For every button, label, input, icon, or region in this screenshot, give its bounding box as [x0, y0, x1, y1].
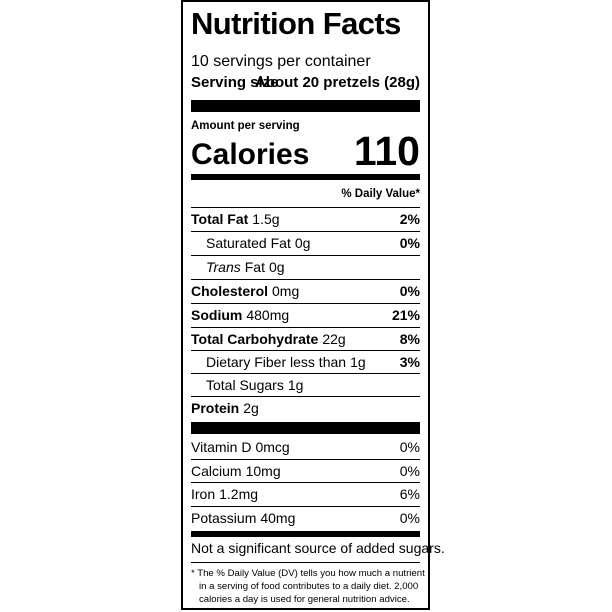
footnote-line: calories a day is used for general nutri…: [199, 594, 410, 605]
vitamin-name: Iron: [191, 486, 216, 502]
footnote: * The % Daily Value (DV) tells you how m…: [191, 567, 425, 606]
vitamin-dv: 0%: [399, 439, 420, 455]
nutrient-row: Trans Fat 0g: [191, 255, 420, 279]
thick-rule: [191, 100, 420, 112]
nutrient-row: Total Carbohydrate 22g 8%: [191, 327, 420, 351]
nutrient-amount: 0g: [294, 235, 311, 251]
daily-value-header: % Daily Value*: [341, 188, 420, 200]
nutrient-row: Dietary Fiber less than 1g 3%: [191, 350, 420, 374]
nutrient-name: Sodium: [191, 307, 243, 323]
nutrient-row: Total Sugars 1g: [191, 373, 420, 397]
vitamin-name: Potassium: [191, 510, 257, 526]
nutrient-amount: 1.5g: [252, 211, 280, 227]
medium-rule: [191, 174, 420, 180]
nutrient-row: Saturated Fat 0g 0%: [191, 231, 420, 255]
nutrient-name: Total Fat: [191, 211, 249, 227]
nutrient-amount: 0mg: [272, 283, 300, 299]
amount-per-serving: Amount per serving: [191, 120, 300, 132]
vitamin-row: Vitamin D 0mcg 0%: [191, 436, 420, 459]
nutrient-dv: 2%: [399, 211, 420, 227]
footnote-line: in a serving of food contributes to a da…: [199, 581, 419, 592]
nutrient-row: Protein 2g: [191, 396, 420, 420]
nutrient-amount: 1g: [350, 354, 366, 370]
nutrition-label: Nutrition Facts 10 servings per containe…: [181, 0, 445, 610]
vitamin-row: Potassium 40mg 0%: [191, 506, 420, 530]
nutrient-row: Total Fat 1.5g 2%: [191, 207, 420, 231]
nutrient-amount: 22g: [322, 331, 346, 347]
nutrient-name: Total Sugars: [206, 377, 284, 393]
nutrient-row: Cholesterol 0mg 0%: [191, 279, 420, 303]
thick-rule: [191, 422, 420, 434]
serving-size-label: Serving size: [191, 74, 279, 91]
medium-rule: [191, 531, 420, 537]
vitamin-name: Vitamin D: [191, 439, 252, 455]
vitamin-amount: 40mg: [260, 510, 296, 526]
nutrient-dv: 21%: [391, 307, 420, 323]
nutrient-amount: 480mg: [246, 307, 290, 323]
nutrient-name: Cholesterol: [191, 283, 269, 299]
nutrient-row: Sodium 480mg 21%: [191, 303, 420, 327]
nutrient-dv: 0%: [399, 283, 420, 299]
vitamin-row: Iron 1.2mg 6%: [191, 482, 420, 506]
nutrient-amount: 0g: [268, 259, 285, 275]
vitamin-dv: 0%: [399, 463, 420, 479]
nutrient-name: Total Carbohydrate: [191, 331, 319, 347]
vitamin-amount: 0mcg: [255, 439, 290, 455]
nutrient-name-prefix: Trans: [206, 259, 241, 275]
vitamin-dv: 0%: [399, 510, 420, 526]
title: Nutrition Facts: [191, 6, 401, 41]
serving-size: Serving size About 20 pretzels (28g): [191, 74, 420, 91]
added-sugars-note: Not a significant source of added sugars…: [191, 540, 445, 556]
nutrient-name: Fat: [244, 259, 265, 275]
footnote-line: * The % Daily Value (DV) tells you how m…: [191, 568, 425, 579]
vitamin-amount: 1.2mg: [219, 486, 259, 502]
vitamin-row: Calcium 10mg 0%: [191, 459, 420, 483]
nutrient-name: Protein: [191, 400, 240, 416]
calories-value: 110: [353, 128, 420, 174]
thin-rule: [191, 562, 420, 563]
nutrient-name: Dietary Fiber less than: [206, 354, 347, 370]
nutrient-amount: 2g: [243, 400, 259, 416]
servings: 10 servings per container: [191, 53, 371, 70]
vitamin-name: Calcium: [191, 463, 242, 479]
nutrient-name: Saturated Fat: [206, 235, 291, 251]
nutrient-amount: 1g: [287, 377, 304, 393]
calories-label: Calories: [191, 138, 310, 171]
nutrient-dv: 0%: [399, 235, 420, 251]
serving-size-value: About 20 pretzels (28g): [254, 74, 420, 91]
vitamin-dv: 6%: [399, 486, 420, 502]
nutrient-dv: 8%: [399, 331, 420, 347]
nutrient-dv: 3%: [399, 354, 420, 370]
vitamin-amount: 10mg: [245, 463, 281, 479]
